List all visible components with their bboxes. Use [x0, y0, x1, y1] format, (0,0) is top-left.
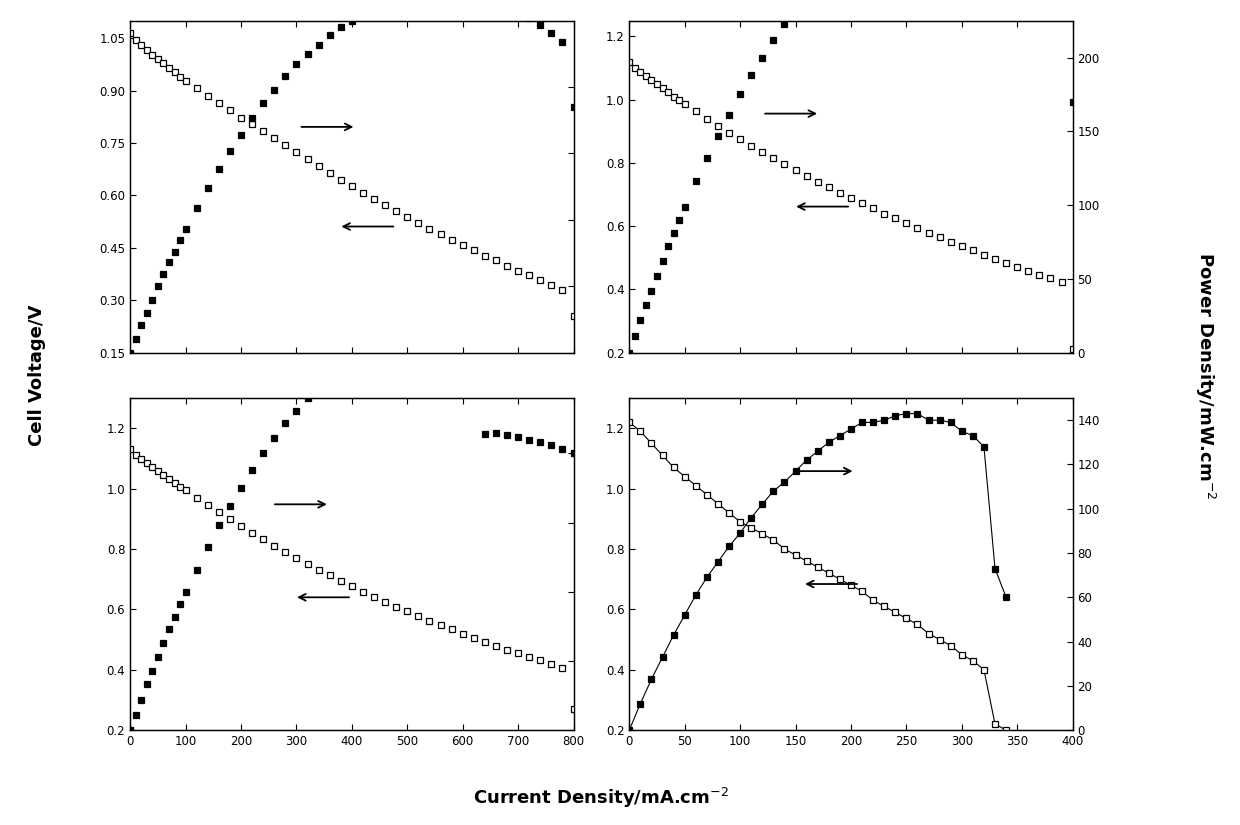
Text: Power Density/mW.cm$^{-2}$: Power Density/mW.cm$^{-2}$	[1193, 252, 1218, 499]
Text: Current Density/mA.cm$^{-2}$: Current Density/mA.cm$^{-2}$	[474, 786, 729, 810]
Text: Cell Voltage/V: Cell Voltage/V	[29, 304, 46, 446]
